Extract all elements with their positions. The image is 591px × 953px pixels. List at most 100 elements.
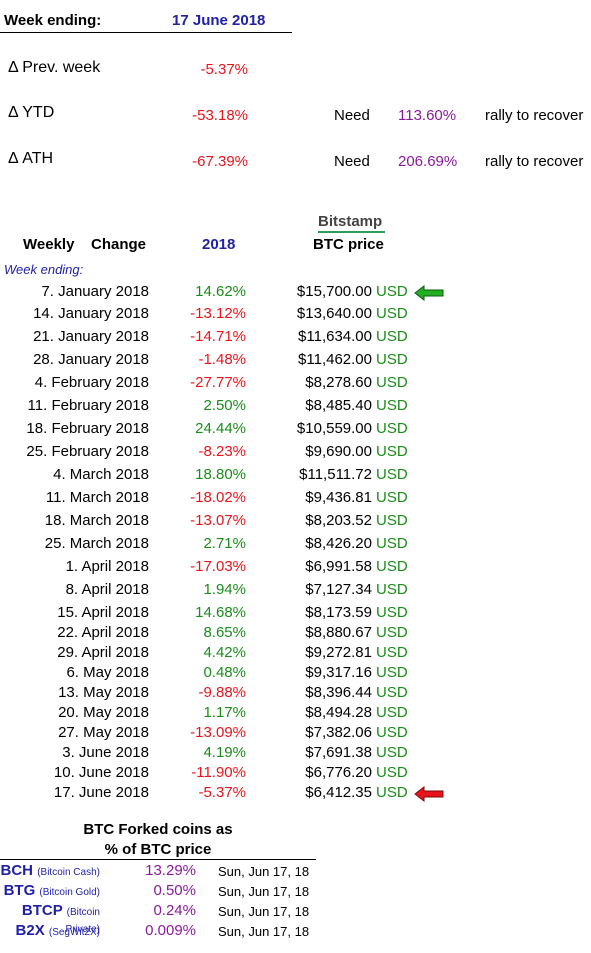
table-row: 20. May 2018 1.17% $8,494.28 USD	[0, 704, 591, 724]
fork-symbol-fullname: (Bitcoin Cash)	[37, 867, 100, 878]
table-row: 8. April 2018 1.94% $7,127.34 USD	[0, 581, 591, 601]
row-date: 18. February 2018	[26, 420, 149, 437]
row-date: 11. March 2018	[45, 489, 149, 506]
row-change: -1.48%	[198, 351, 246, 368]
fork-row: BTCP (Bitcoin Private) 0.24% Sun, Jun 17, …	[0, 902, 591, 935]
row-change: -5.37%	[198, 784, 246, 801]
row-date: 8. April 2018	[65, 581, 149, 598]
row-date: 13. May 2018	[58, 684, 149, 701]
row-price: $8,173.59	[305, 604, 372, 621]
row-currency: USD	[376, 744, 408, 761]
row-date: 4. March 2018	[53, 466, 149, 483]
fork-symbol: BCH (Bitcoin Cash)	[1, 862, 100, 879]
row-change: -17.03%	[190, 558, 246, 575]
table-row: 28. January 2018 -1.48% $11,462.00 USD	[0, 351, 591, 371]
row-date: 4. February 2018	[34, 374, 149, 391]
btc-price-column-header: BTC price	[313, 236, 384, 253]
row-change: 8.65%	[203, 624, 246, 641]
row-currency: USD	[376, 466, 408, 483]
row-currency: USD	[376, 374, 408, 391]
row-price: $15,700.00	[296, 283, 372, 300]
fork-symbol-code: BTG	[3, 882, 36, 899]
row-currency: USD	[376, 664, 408, 681]
table-row: 14. January 2018 -13.12% $13,640.00 USD	[0, 305, 591, 325]
row-price: $9,272.81	[305, 644, 372, 661]
row-change: 2.71%	[203, 535, 246, 552]
week-ending-date: 17 June 2018	[172, 12, 266, 29]
row-change: -13.07%	[190, 512, 246, 529]
fork-date: Sun, Jun 17, 18	[218, 904, 310, 919]
row-change: -11.90%	[191, 764, 246, 781]
row-change: 0.48%	[203, 664, 246, 681]
ytd-recover-pct: 113.60%	[398, 107, 457, 124]
table-row: 22. April 2018 8.65% $8,880.67 USD	[0, 624, 591, 644]
row-currency: USD	[376, 397, 408, 414]
table-row: 3. June 2018 4.19% $7,691.38 USD	[0, 744, 591, 764]
row-currency: USD	[376, 283, 408, 300]
row-price: $9,436.81	[305, 489, 372, 506]
row-change: 4.42%	[203, 644, 246, 661]
row-price: $7,127.34	[305, 581, 372, 598]
row-price: $7,691.38	[305, 744, 372, 761]
table-row: 10. June 2018 -11.90% $6,776.20 USD	[0, 764, 591, 784]
row-change: -27.77%	[190, 374, 246, 391]
row-currency: USD	[376, 489, 408, 506]
fork-pct: 13.29%	[145, 862, 196, 879]
row-currency: USD	[376, 328, 408, 345]
table-row: 15. April 2018 14.68% $8,173.59 USD	[0, 604, 591, 624]
row-price: $6,412.35	[305, 784, 372, 801]
row-price: $8,203.52	[305, 512, 372, 529]
row-price: $8,396.44	[305, 684, 372, 701]
fork-row: BTG (Bitcoin Gold) 0.50% Sun, Jun 17, 18	[0, 882, 591, 902]
row-change: -14.71%	[190, 328, 246, 345]
prev-week-value: -5.37%	[200, 61, 248, 78]
table-row: 11. February 2018 2.50% $8,485.40 USD	[0, 397, 591, 417]
fork-pct: 0.009%	[145, 922, 196, 939]
row-currency: USD	[376, 512, 408, 529]
prev-week-label: Δ Prev. week	[8, 59, 101, 76]
row-currency: USD	[376, 764, 408, 781]
row-date: 10. June 2018	[53, 764, 149, 781]
fork-row: BCH (Bitcoin Cash) 13.29% Sun, Jun 17, 18	[0, 862, 591, 882]
weekly-column-header: Weekly	[23, 236, 75, 253]
fork-symbol: B2X (SegWit2X)	[16, 922, 100, 939]
table-row: 21. January 2018 -14.71% $11,634.00 USD	[0, 328, 591, 348]
row-date: 7. January 2018	[41, 283, 149, 300]
fork-symbol-fullname: (Bitcoin Private)	[65, 907, 100, 935]
row-price: $6,991.58	[305, 558, 372, 575]
fork-symbol-code: B2X	[15, 922, 45, 939]
row-price: $10,559.00	[296, 420, 372, 437]
row-change: 4.19%	[203, 744, 246, 761]
ath-label: Δ ATH	[8, 150, 54, 167]
row-price: $8,494.28	[305, 704, 372, 721]
green-left-arrow-icon	[414, 285, 444, 301]
table-row: 17. June 2018 -5.37% $6,412.35 USD	[0, 784, 591, 804]
fork-pct: 0.24%	[153, 902, 196, 919]
row-change: -9.88%	[198, 684, 246, 701]
fork-date: Sun, Jun 17, 18	[218, 884, 310, 899]
row-change: 1.94%	[203, 581, 246, 598]
row-price: $9,690.00	[305, 443, 372, 460]
row-price: $8,278.60	[305, 374, 372, 391]
fork-symbol-fullname: (SegWit2X)	[48, 927, 100, 938]
ath-value: -67.39%	[192, 153, 248, 170]
row-currency: USD	[376, 704, 408, 721]
row-currency: USD	[376, 420, 408, 437]
fork-row: B2X (SegWit2X) 0.009% Sun, Jun 17, 18	[0, 922, 591, 942]
table-row: 25. February 2018 -8.23% $9,690.00 USD	[0, 443, 591, 463]
row-currency: USD	[376, 604, 408, 621]
row-price: $11,511.72	[299, 466, 372, 483]
row-price: $6,776.20	[305, 764, 372, 781]
row-change: -13.09%	[190, 724, 246, 741]
table-row: 11. March 2018 -18.02% $9,436.81 USD	[0, 489, 591, 509]
change-column-header: Change	[91, 236, 147, 253]
row-date: 25. February 2018	[26, 443, 149, 460]
row-currency: USD	[376, 351, 408, 368]
forks-title-line1: BTC Forked coins as	[83, 821, 233, 838]
row-price: $8,880.67	[305, 624, 372, 641]
row-currency: USD	[376, 558, 408, 575]
table-row: 27. May 2018 -13.09% $7,382.06 USD	[0, 724, 591, 744]
fork-pct: 0.50%	[153, 882, 196, 899]
table-row: 29. April 2018 4.42% $9,272.81 USD	[0, 644, 591, 664]
row-date: 3. June 2018	[62, 744, 149, 761]
